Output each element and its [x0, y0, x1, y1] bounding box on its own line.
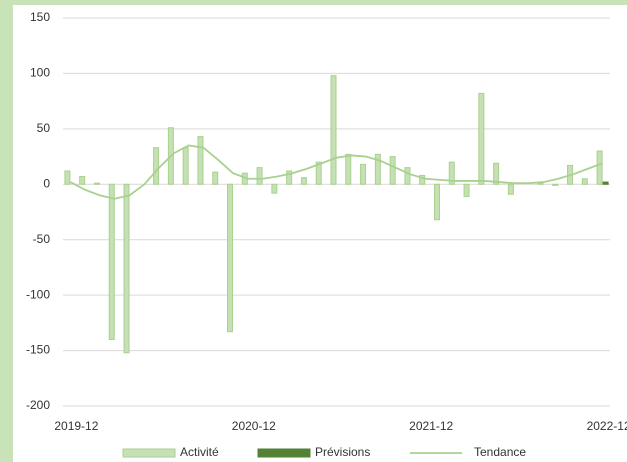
legend-label: Activité [180, 445, 219, 459]
y-tick-label: 100 [30, 66, 50, 80]
legend-swatch [122, 448, 176, 458]
bar [108, 183, 115, 340]
bar [448, 161, 455, 185]
y-tick-label: -50 [33, 232, 51, 246]
bar [419, 174, 426, 185]
y-tick-label: 0 [43, 176, 50, 190]
bar [79, 176, 86, 185]
bar [123, 183, 130, 354]
bar [581, 178, 588, 185]
x-tick-label: 2022-12 [587, 419, 627, 433]
x-tick-label: 2021-12 [409, 419, 453, 433]
bar [182, 147, 189, 185]
bar [537, 182, 544, 185]
legend-label: Tendance [474, 445, 526, 459]
bar [315, 161, 322, 185]
bar [300, 177, 307, 185]
bar [64, 170, 71, 185]
bar [345, 153, 352, 185]
y-tick-label: -100 [26, 287, 50, 301]
bar [93, 182, 100, 185]
y-tick-label: -200 [26, 398, 50, 412]
legend-swatch [257, 448, 311, 458]
y-tick-label: -150 [26, 343, 50, 357]
bar [227, 183, 234, 333]
bar [153, 147, 160, 185]
bar [433, 183, 440, 221]
bar [212, 171, 219, 185]
bar [256, 167, 263, 185]
chart-area [13, 5, 627, 462]
bar [271, 183, 278, 194]
bar [602, 181, 609, 185]
trend-line [69, 144, 603, 200]
x-tick-label: 2019-12 [54, 419, 98, 433]
bar [478, 92, 485, 185]
bar [330, 75, 337, 185]
bar [552, 183, 559, 186]
bar [197, 136, 204, 185]
bar [463, 183, 470, 197]
bar [493, 162, 500, 185]
bar [507, 183, 514, 195]
legend-label: Prévisions [315, 445, 370, 459]
bar [374, 153, 381, 185]
bar [286, 170, 293, 185]
y-tick-label: 150 [30, 10, 50, 24]
x-tick-label: 2020-12 [232, 419, 276, 433]
bar [360, 163, 367, 185]
bar [596, 150, 603, 185]
bar [389, 156, 396, 185]
bar [404, 167, 411, 185]
y-tick-label: 50 [37, 121, 51, 135]
